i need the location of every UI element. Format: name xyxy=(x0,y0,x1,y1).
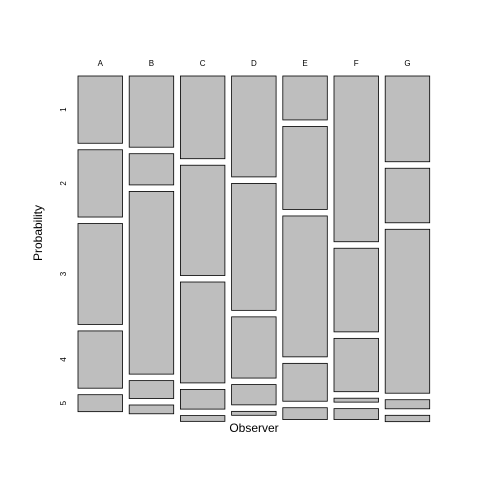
tile-a-1 xyxy=(77,75,123,144)
column-label-c: C xyxy=(200,59,206,68)
tile-g-2 xyxy=(384,167,431,224)
tile-d-2 xyxy=(231,182,277,311)
tile-d-1 xyxy=(231,75,277,178)
tile-b-2 xyxy=(128,153,175,186)
row-label-2: 2 xyxy=(59,181,68,186)
tile-e-5 xyxy=(282,407,328,420)
tile-f-3 xyxy=(333,337,379,393)
column-label-g: G xyxy=(404,59,410,68)
tile-g-3 xyxy=(384,228,431,394)
tile-c-1 xyxy=(179,75,226,160)
column-label-b: B xyxy=(149,59,154,68)
tile-e-3 xyxy=(282,215,328,358)
tile-b-4 xyxy=(128,380,175,399)
tile-d-5 xyxy=(231,410,277,416)
tile-a-4 xyxy=(77,330,123,389)
row-labels: 1 2 3 4 5 xyxy=(59,107,68,406)
tile-b-1 xyxy=(128,75,175,148)
y-axis-title: Probability xyxy=(31,205,45,261)
tile-g-5 xyxy=(384,414,431,423)
row-label-4: 4 xyxy=(59,357,68,362)
column-label-e: E xyxy=(302,59,307,68)
mosaic-tiles xyxy=(77,75,431,423)
tile-e-1 xyxy=(282,75,328,121)
tile-e-4 xyxy=(282,362,328,402)
tile-f-5 xyxy=(333,408,379,420)
tile-a-2 xyxy=(77,149,123,218)
row-label-5: 5 xyxy=(59,400,68,405)
column-labels: A B C D E F G xyxy=(98,59,411,68)
column-label-a: A xyxy=(98,59,104,68)
x-axis-title: Observer xyxy=(229,421,278,435)
tile-e-2 xyxy=(282,126,328,210)
column-label-f: F xyxy=(354,59,359,68)
tile-f-4 xyxy=(333,397,379,403)
tile-g-1 xyxy=(384,75,431,163)
tile-c-2 xyxy=(179,164,226,276)
row-label-1: 1 xyxy=(59,107,68,112)
tile-d-4 xyxy=(231,384,277,406)
tile-g-4 xyxy=(384,399,431,410)
tile-d-3 xyxy=(231,316,277,379)
row-label-3: 3 xyxy=(59,271,68,276)
tile-b-3 xyxy=(128,191,175,375)
tile-c-4 xyxy=(179,389,226,410)
tile-c-5 xyxy=(179,415,226,422)
tile-a-5 xyxy=(77,394,123,413)
tile-a-3 xyxy=(77,223,123,325)
tile-f-1 xyxy=(333,75,379,243)
column-label-d: D xyxy=(251,59,257,68)
tile-b-5 xyxy=(128,404,175,415)
tile-c-3 xyxy=(179,281,226,384)
tile-f-2 xyxy=(333,247,379,333)
